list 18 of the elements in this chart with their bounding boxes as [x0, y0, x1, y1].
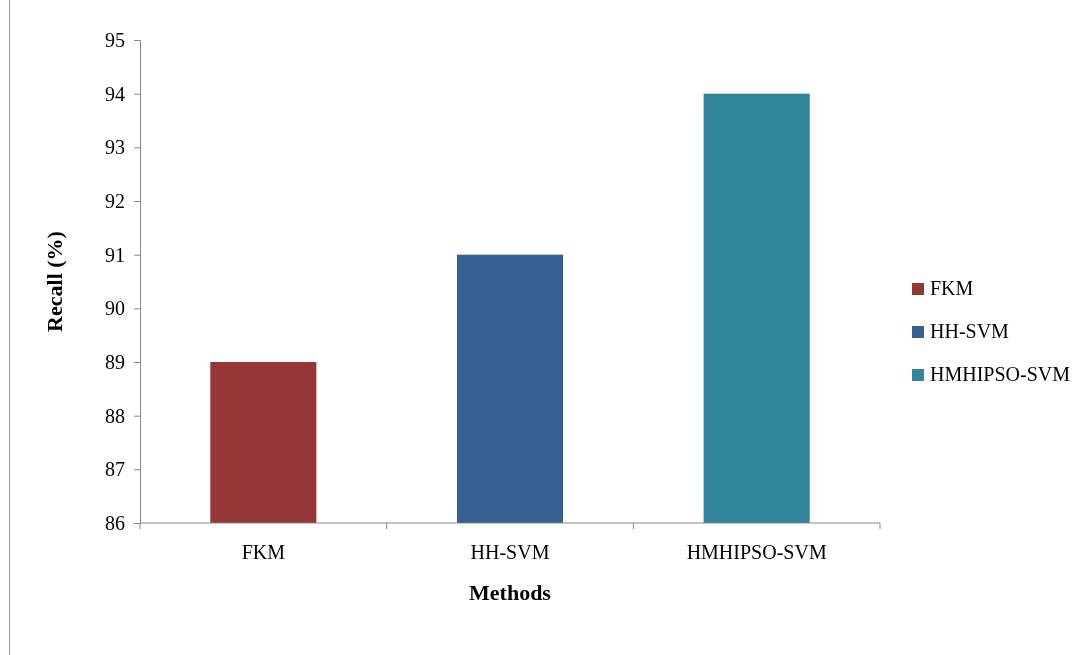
y-tick-label: 93 [105, 136, 125, 159]
y-tick-label: 86 [105, 511, 125, 534]
legend-label: HMHIPSO-SVM [930, 363, 1071, 385]
y-tick-label: 91 [105, 243, 125, 266]
x-tick-label: HMHIPSO-SVM [686, 541, 827, 563]
legend-label: FKM [930, 277, 974, 299]
x-tick-label: HH-SVM [470, 541, 550, 563]
y-tick-label: 90 [105, 297, 125, 320]
x-tick-label: FKM [241, 541, 286, 563]
y-tick-label: 89 [105, 350, 125, 373]
y-tick-label: 87 [105, 458, 125, 481]
y-axis-title: Recall (%) [42, 231, 67, 332]
y-tick-label: 92 [105, 189, 125, 212]
x-axis-title: Methods [469, 580, 552, 605]
y-tick-label: 94 [105, 82, 125, 105]
y-tick-label: 88 [105, 404, 125, 427]
y-tick-label: 95 [105, 28, 125, 51]
legend-label: HH-SVM [930, 320, 1010, 342]
